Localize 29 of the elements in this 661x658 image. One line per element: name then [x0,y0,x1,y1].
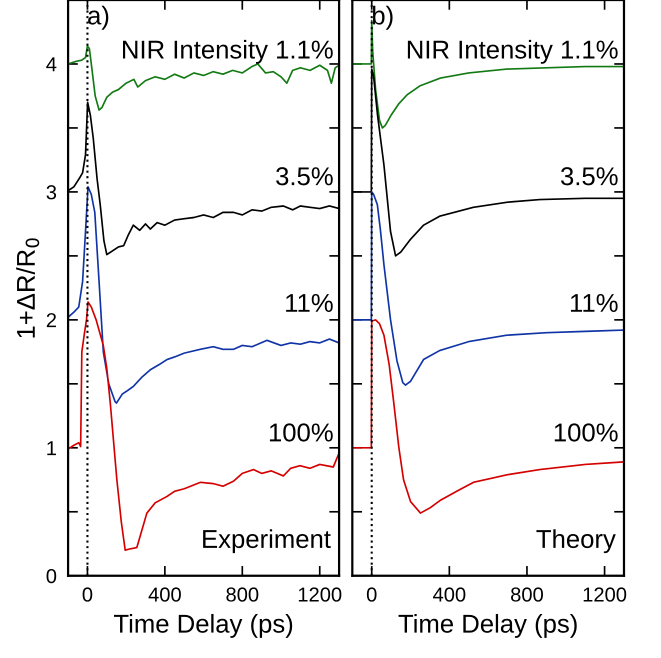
x-tick-label: 800 [511,587,543,602]
x-tick-label: 400 [433,587,466,602]
annotation: NIR Intensity 1.1% [408,40,618,64]
y-tick-label: 4 [46,57,56,72]
annotation: 11% [286,294,333,312]
annotation: b) [372,6,393,30]
y-tick-label: 2 [46,313,56,328]
annotation: 11% [570,294,618,312]
line-series [68,186,340,404]
x-axis-title: Time Delay (ps) [114,614,292,638]
annotation: 3.5% [276,167,333,186]
annotation: 100% [554,423,618,442]
x-tick-label: 800 [226,587,258,602]
annotation: NIR Intensity 1.1% [123,40,333,64]
annotation: a) [88,6,108,30]
x-tick-label: 1200 [584,587,626,602]
annotation: 100% [270,423,333,442]
x-tick-label: 1200 [298,587,342,602]
y-tick-label: 1 [47,441,56,456]
annotation: Theory [536,529,616,554]
x-tick-label: 400 [148,587,181,602]
x-tick-label: 0 [82,587,92,602]
annotation: 3.5% [560,167,618,186]
x-tick-label: 0 [366,587,377,602]
y-axis-title: 1+ΔR/R$_{0}$ [16,238,40,338]
annotation: Experiment [203,529,331,554]
y-tick-label: 0 [46,568,56,584]
x-axis-title: Time Delay (ps) [398,614,577,638]
y-tick-label: 3 [46,185,56,200]
